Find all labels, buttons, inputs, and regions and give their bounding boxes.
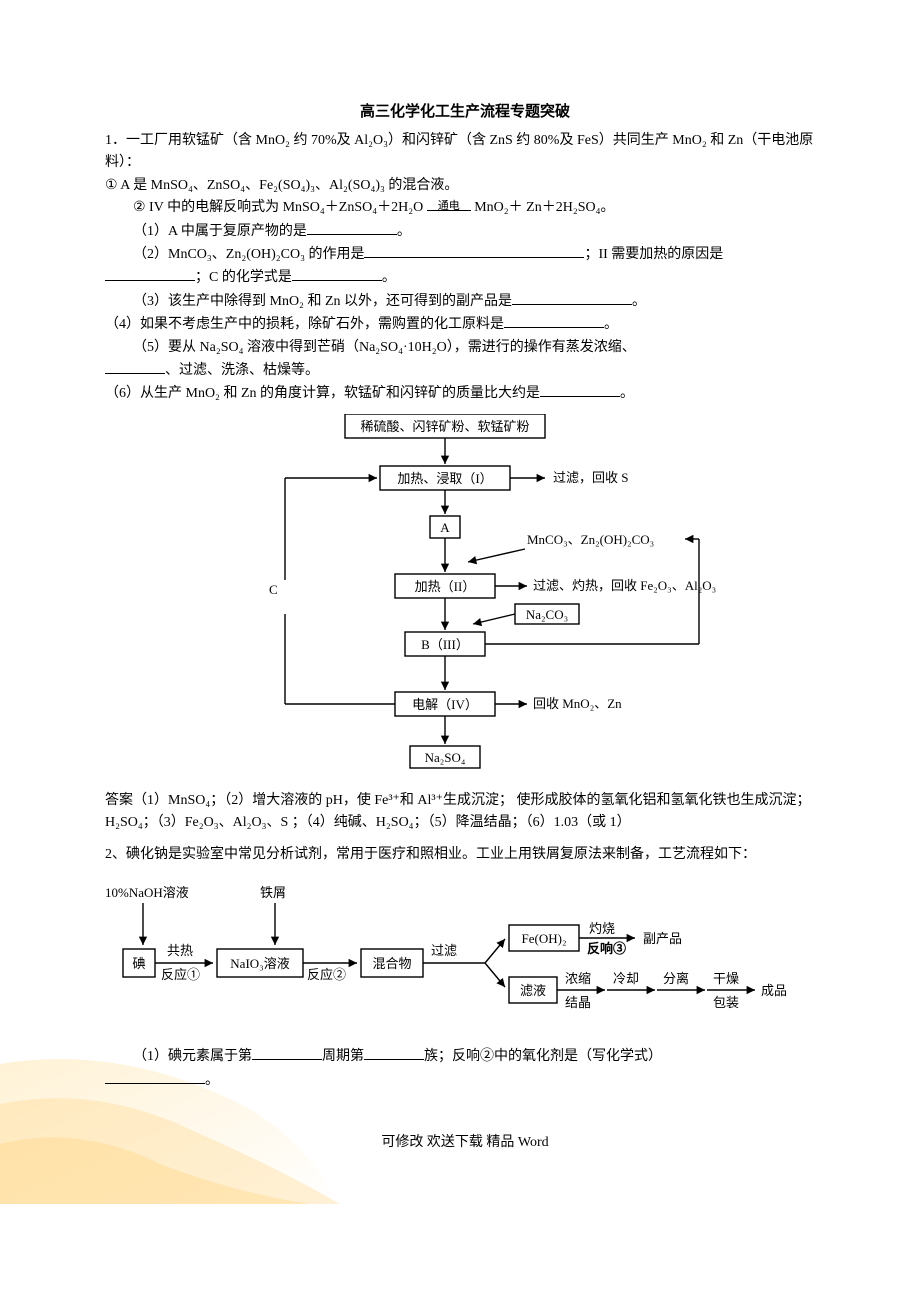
d2-r2: 反应② (307, 967, 346, 982)
blank (292, 266, 382, 281)
d2-mix: 混合物 (372, 956, 411, 971)
blank (307, 220, 397, 235)
q1-sub2-cont: ；C 的化学式是 。 (95, 266, 825, 289)
d2-fe: 铁屑 (260, 885, 286, 900)
q2-sub1-end: 。 (105, 1069, 825, 1092)
q1-sub1: （1）A 中属于复原产物的是 。 (105, 220, 825, 243)
q1-sub2a: （2）MnCO₃、Zn₂(OH)₂CO₃ 的作用是 (133, 247, 364, 262)
d2-byprod: 副产品 (643, 931, 682, 946)
d2-dry: 干燥 (713, 971, 739, 986)
blank (364, 1045, 424, 1060)
q1-line2a: ② IV 中的电解反响式为 MnSO₄＋ZnSO₄＋2H₂O (133, 200, 423, 215)
q2-sub1c: 族；反响②中的氧化剂是（写化学式） (424, 1049, 662, 1064)
q1-sub3a: （3）该生产中除得到 MnO₂ 和 Zn 以外，还可得到的副产品是 (133, 294, 512, 309)
q1-sub5b: 、过滤、洗涤、枯燥等。 (105, 359, 825, 382)
d2-filtrate: 滤液 (520, 983, 546, 998)
q2-sub1b: 周期第 (322, 1049, 364, 1064)
d1-box4: 电解（IV） (412, 697, 478, 712)
d2-cool: 冷却 (613, 971, 639, 986)
flowchart-1: 稀硫酸、闪锌矿粉、软锰矿粉 加热、浸取（I） 过滤，回收 S A MnCO₃、Z… (265, 414, 735, 782)
period: 。 (382, 270, 396, 285)
period: 。 (205, 1073, 219, 1088)
d2-filter: 过滤 (431, 943, 457, 958)
d1-leftC: C (269, 582, 278, 597)
d2-r1: 反应① (161, 967, 200, 982)
d2-r3: 反响③ (587, 941, 626, 956)
q1-sub5b-text: 、过滤、洗涤、枯燥等。 (165, 363, 319, 378)
blank (364, 243, 584, 258)
q1-sub6: （6）从生产 MnO₂ 和 Zn 的角度计算，软锰矿和闪锌矿的质量比大约是 。 (105, 382, 825, 405)
q1-sub4: （4）如果不考虑生产中的损耗，除矿石外，需购置的化工原料是 。 (105, 313, 825, 336)
page-title: 高三化学化工生产流程专题突破 (105, 100, 825, 124)
flowchart-2: 10%NaOH溶液 铁屑 碘 共热 反应① NaIO₃溶液 反应② 混合物 过滤… (95, 883, 825, 1041)
d2-cryst: 结晶 (565, 995, 591, 1010)
period: 。 (620, 386, 634, 401)
q1-sub2c: ；C 的化学式是 (195, 270, 292, 285)
d2-naio3: NaIO₃溶液 (230, 956, 289, 971)
d2-burn: 灼烧 (589, 921, 615, 936)
q1-sub6a: （6）从生产 MnO₂ 和 Zn 的角度计算，软锰矿和闪锌矿的质量比大约是 (105, 386, 540, 401)
d1-right2: 过滤，回收 S (553, 470, 628, 485)
blank (540, 382, 620, 397)
d1-box5: Na₂SO₄ (425, 750, 466, 765)
q2-sub1: （1）碘元素属于第 周期第 族；反响②中的氧化剂是（写化学式） (105, 1045, 825, 1068)
blank (105, 1069, 205, 1084)
d2-iodine: 碘 (132, 956, 145, 971)
d1-box2: 加热、浸取（I） (397, 471, 492, 486)
q1-line2-top: 通电 (427, 198, 471, 216)
d1-box3: 加热（II） (415, 579, 476, 594)
q1-sub2: （2）MnCO₃、Zn₂(OH)₂CO₃ 的作用是 ；II 需要加热的原因是 (105, 243, 825, 266)
d1-box1: 稀硫酸、闪锌矿粉、软锰矿粉 (360, 419, 529, 434)
blank (105, 359, 165, 374)
d1-na2co3: Na₂CO₃ (526, 607, 568, 622)
q1-sub1-text: （1）A 中属于复原产物的是 (133, 224, 307, 239)
d2-prod: 成品 (761, 983, 787, 998)
page-footer: 可修改 欢送下载 精品 Word (105, 1132, 825, 1154)
q1-line1: ① A 是 MnSO₄、ZnSO₄、Fe₂(SO₄)₃、Al₂(SO₄)₃ 的混… (105, 175, 825, 197)
answer1: 答案（1）MnSO₄；（2）增大溶液的 pH，使 Fe³⁺和 Al³⁺生成沉淀；… (105, 790, 825, 835)
d2-feoh2: Fe(OH)₂ (522, 931, 567, 946)
q1-stem: 1．一工厂用软锰矿（含 MnO₂ 约 70%及 Al₂O₃）和闪锌矿（含 ZnS… (105, 130, 825, 175)
period: 。 (632, 294, 646, 309)
q2-sub1a: （1）碘元素属于第 (133, 1049, 252, 1064)
q1-sub3: （3）该生产中除得到 MnO₂ 和 Zn 以外，还可得到的副产品是 。 (105, 290, 825, 313)
q1-sub4a: （4）如果不考虑生产中的损耗，除矿石外，需购置的化工原料是 (105, 317, 504, 332)
d2-sep: 分离 (663, 971, 689, 986)
blank (504, 313, 604, 328)
blank (105, 266, 195, 281)
d2-naoh: 10%NaOH溶液 (105, 885, 189, 900)
q1-sub5a: （5）要从 Na₂SO₄ 溶液中得到芒硝（Na₂SO₄·10H₂O），需进行的操… (133, 340, 636, 355)
d2-conc: 浓缩 (565, 971, 591, 986)
d1-boxA: A (440, 520, 450, 535)
blank (252, 1045, 322, 1060)
d2-gr: 共热 (167, 943, 193, 958)
q1-line2: ② IV 中的电解反响式为 MnSO₄＋ZnSO₄＋2H₂O 通电 MnO₂＋ … (105, 197, 825, 219)
q2-stem: 2、碘化钠是实验室中常见分析试剂，常用于医疗和照相业。工业上用铁屑复原法来制备，… (105, 841, 825, 869)
d1-boxB: B（III） (421, 637, 469, 652)
d1-right4: 回收 MnO₂、Zn (533, 696, 622, 711)
q1-sub2b: ；II 需要加热的原因是 (584, 247, 723, 262)
d1-rightA: MnCO₃、Zn₂(OH)₂CO₃ (527, 532, 654, 547)
d1-right3: 过滤、灼热，回收 Fe₂O₃、Al₂O₃ (533, 578, 716, 593)
period: 。 (397, 224, 411, 239)
blank (512, 290, 632, 305)
q1-sub5: （5）要从 Na₂SO₄ 溶液中得到芒硝（Na₂SO₄·10H₂O），需进行的操… (105, 337, 825, 359)
d2-pack: 包装 (713, 995, 739, 1010)
q1-line2b: MnO₂＋ Zn＋2H₂SO₄。 (474, 200, 614, 215)
period: 。 (604, 317, 618, 332)
